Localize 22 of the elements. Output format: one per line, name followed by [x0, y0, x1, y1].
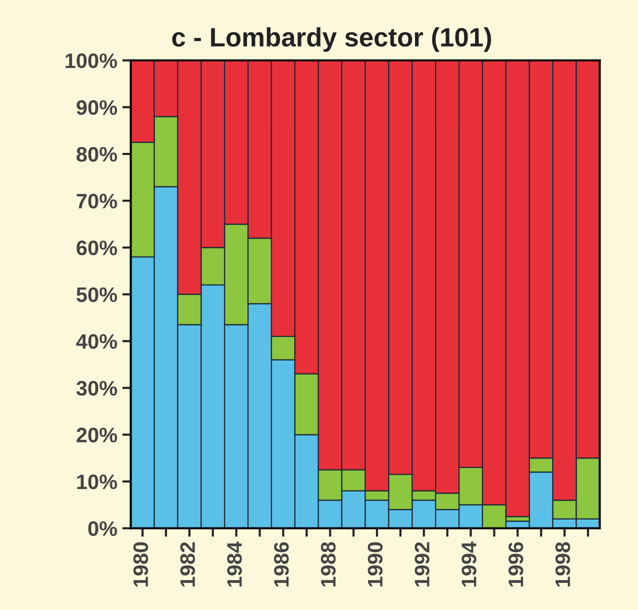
x-tick-label: 1980: [133, 542, 148, 586]
x-tick-label: 1994: [462, 542, 476, 586]
y-tick-label: 80%: [76, 146, 118, 162]
y-tick-label: 60%: [76, 240, 118, 256]
chart-title: c - Lombardy sector (101): [172, 27, 492, 52]
y-tick-label: 50%: [76, 287, 118, 302]
x-tick-label: 1984: [227, 542, 242, 586]
y-tick-label: 40%: [76, 334, 118, 349]
y-tick-label: 70%: [76, 194, 118, 209]
y-tick-label: 100%: [66, 53, 118, 68]
y-tick-label: 10%: [77, 474, 118, 490]
y-tick-label: 30%: [76, 380, 118, 396]
x-tick-label: 1992: [414, 542, 430, 586]
y-tick-label: 90%: [76, 100, 118, 115]
x-tick-label: 1986: [274, 542, 289, 586]
x-tick-label: 1996: [508, 542, 524, 586]
x-tick-label: 1988: [320, 542, 336, 586]
y-tick-label: 20%: [76, 428, 118, 442]
x-tick-label: 1998: [555, 542, 570, 586]
x-tick-label: 1982: [180, 542, 195, 586]
y-tick-label: 0%: [88, 521, 118, 536]
x-tick-label: 1990: [368, 542, 383, 586]
